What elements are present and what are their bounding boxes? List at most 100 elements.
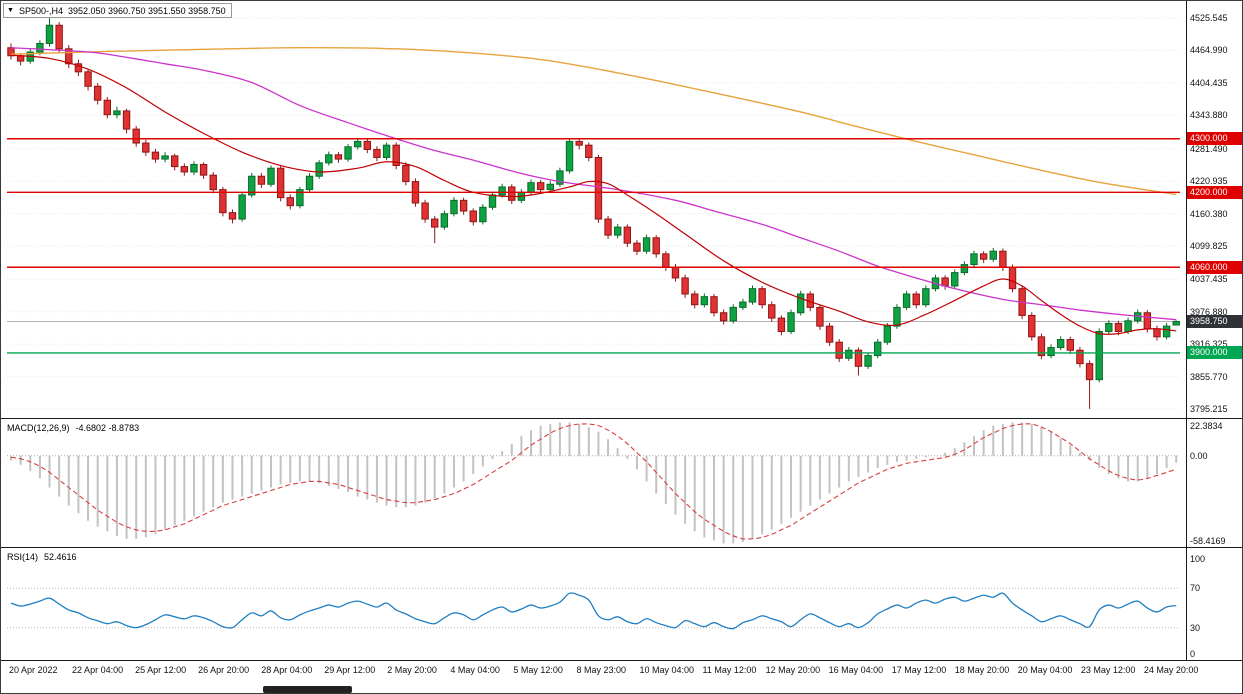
candle-body — [787, 312, 795, 332]
candle-body — [845, 349, 853, 359]
candle-body — [585, 144, 593, 158]
candle-body — [546, 183, 554, 191]
candle-body — [768, 304, 776, 319]
candle-body — [758, 288, 766, 306]
time-tick-label: 11 May 12:00 — [702, 665, 757, 675]
candle-body — [353, 140, 362, 148]
candle-body — [951, 272, 959, 287]
candle-body — [421, 202, 429, 220]
candle-body — [719, 312, 728, 322]
candle-body — [1153, 328, 1161, 338]
candle-body — [459, 199, 468, 212]
candle-body — [469, 210, 477, 223]
candle-body — [796, 293, 805, 314]
candle-body — [508, 186, 516, 201]
candle-body — [874, 341, 882, 357]
candle-body — [103, 99, 111, 116]
candle-body — [238, 194, 246, 220]
candle-body — [1047, 347, 1055, 357]
candlestick-chart[interactable] — [1, 1, 1186, 418]
candle-body — [286, 197, 294, 207]
time-tick-label: 23 May 12:00 — [1080, 665, 1136, 675]
candle-body — [613, 226, 622, 236]
macd-panel[interactable]: MACD(12,26,9) -4.6802 -8.8783 22.3834 0.00… — [1, 419, 1242, 548]
candle-body — [402, 165, 410, 183]
price-level-badge: 3900.000 — [1187, 346, 1242, 360]
time-tick-label: 4 May 04:00 — [450, 665, 500, 675]
candle-body — [171, 155, 179, 168]
price-tick-label: 4220.935 — [1190, 176, 1228, 187]
candle-body — [556, 170, 564, 185]
price-level-badge: 4300.000 — [1187, 132, 1242, 146]
candle-body — [382, 144, 391, 158]
ma-medium-magenta — [10, 47, 1177, 321]
candle-body — [479, 206, 487, 223]
candle-body — [536, 182, 545, 191]
time-tick-label: 5 May 12:00 — [513, 665, 563, 675]
candle-body — [344, 146, 352, 160]
candle-body — [893, 306, 901, 327]
candle-body — [1105, 322, 1113, 332]
candle-body — [691, 293, 699, 306]
rsi-label: RSI(14) 52.4616 — [7, 552, 83, 562]
candle-body — [700, 296, 709, 306]
candle-body — [864, 355, 872, 367]
candle-body — [671, 266, 680, 279]
candle-body — [36, 42, 44, 53]
candle-body — [604, 218, 612, 236]
candle-body — [825, 325, 834, 343]
time-tick-label: 18 May 20:00 — [954, 665, 1010, 675]
price-tick-label: 3976.880 — [1190, 306, 1228, 317]
candle-body — [883, 325, 892, 343]
candle-body — [276, 167, 285, 199]
time-tick-label: 29 Apr 12:00 — [324, 665, 376, 675]
candle-body — [970, 253, 978, 266]
candle-body — [1076, 349, 1084, 365]
time-axis[interactable]: 20 Apr 2022 22 Apr 04:00 25 Apr 12:00 26 Ap… — [1, 661, 1242, 681]
symbol-info-box: ▼ SP500-,H4 3952.050 3960.750 3951.550 3… — [3, 3, 232, 18]
time-tick-label: 20 May 04:00 — [1017, 665, 1073, 675]
macd-values: -4.6802 -8.8783 — [75, 423, 140, 433]
macd-tick-label: 22.3834 — [1190, 421, 1223, 431]
candle-body — [816, 306, 824, 327]
candle-body — [93, 85, 102, 101]
candle-body — [84, 71, 92, 87]
candle-body — [132, 128, 140, 144]
time-tick-label: 25 Apr 12:00 — [135, 665, 187, 675]
time-tick-label: 28 Apr 04:00 — [261, 665, 313, 675]
candle-body — [979, 253, 988, 260]
candle-body — [633, 242, 641, 252]
macd-chart[interactable] — [1, 419, 1186, 547]
candle-body — [161, 155, 169, 160]
time-tick-label: 26 Apr 20:00 — [198, 665, 250, 675]
candle-body — [835, 341, 843, 359]
price-tick-label: 4037.435 — [1190, 274, 1228, 285]
price-tick-label: 4160.380 — [1190, 208, 1228, 219]
rsi-tick-label: 70 — [1190, 583, 1201, 594]
candle-body — [1143, 312, 1152, 330]
candle-body — [1066, 339, 1074, 351]
main-chart-panel[interactable]: ▼ SP500-,H4 3952.050 3960.750 3951.550 3… — [1, 1, 1242, 419]
dropdown-marker-icon[interactable]: ▼ — [7, 6, 14, 14]
candle-body — [1037, 336, 1046, 357]
candle-body — [209, 174, 217, 191]
time-tick-label: 17 May 12:00 — [891, 665, 947, 675]
rsi-panel[interactable]: RSI(14) 52.4616 100 70 30 0 — [1, 548, 1242, 661]
rsi-chart[interactable] — [1, 548, 1186, 660]
candle-body — [315, 162, 323, 177]
horizontal-scrollbar-thumb[interactable] — [263, 686, 352, 693]
candle-body — [498, 186, 506, 196]
candle-body — [248, 175, 256, 196]
candle-body — [960, 264, 969, 274]
candle-body — [989, 250, 997, 260]
candle-body — [199, 163, 208, 176]
candle-body — [363, 140, 372, 150]
candle-body — [373, 148, 381, 158]
candle-body — [267, 167, 275, 185]
candle-body — [180, 166, 189, 173]
candle-body — [488, 194, 497, 208]
candle-body — [1162, 325, 1171, 338]
candle-body — [122, 110, 131, 130]
macd-tick-label: -58.4169 — [1190, 536, 1226, 546]
